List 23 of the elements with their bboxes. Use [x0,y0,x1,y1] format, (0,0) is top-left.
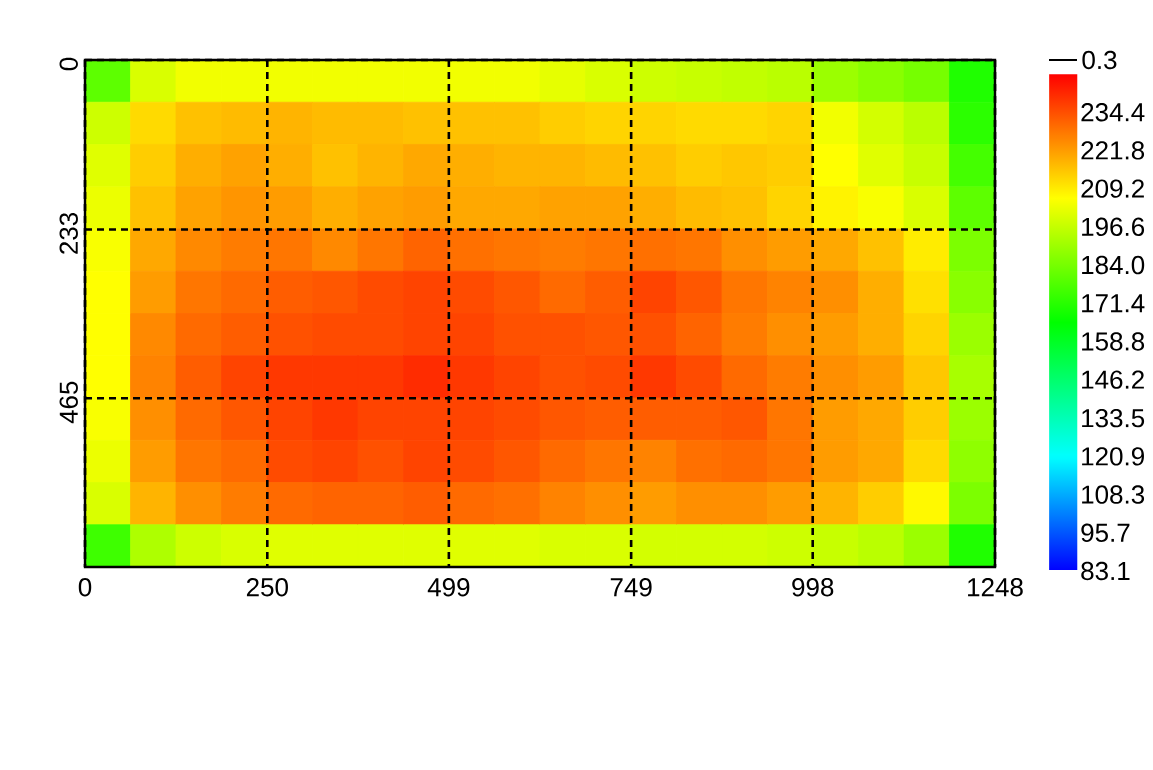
x-tick-label: 749 [610,578,652,597]
color-bar-label: 146.2 [1082,370,1144,389]
y-tick-label: 465 [59,381,78,424]
color-bar-label: 234.4 [1081,102,1145,122]
y-tick-label: 0 [59,57,78,71]
x-tick-label: 998 [792,578,834,597]
color-bar-label: 221.8 [1081,141,1145,160]
x-tick-label: 1248 [968,578,1023,597]
text: 0.3 [1082,50,1117,70]
color-bar-label: 120.9 [1082,447,1144,466]
color-bar-label: 171.4 [1082,294,1145,313]
y-tick-label: 233 [59,212,78,254]
x-tick-label: 499 [427,578,470,597]
color-bar-label: 83.1 [1081,561,1130,581]
color-bar-label: 133.5 [1082,408,1145,428]
x-tick-label: 250 [246,578,288,597]
color-bar-label: 95.7 [1081,523,1130,542]
color-bar-label: 209.2 [1081,179,1144,198]
color-bar-label: 108.3 [1082,485,1145,504]
x-tick-label: 0 [78,578,92,597]
color-bar-label: 158.8 [1082,332,1145,351]
color-bar-label: 184.0 [1082,255,1145,275]
color-bar-label: 196.6 [1082,217,1145,237]
